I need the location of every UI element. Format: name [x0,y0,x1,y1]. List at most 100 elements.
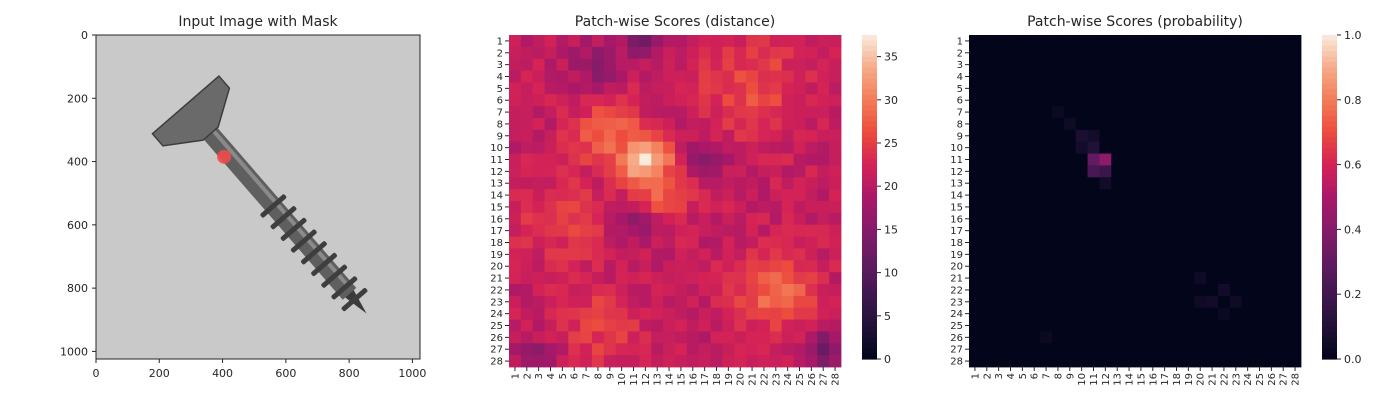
heatmap-cell [663,319,676,332]
colorbar-tick-label: 5 [884,310,891,323]
y-tick-label: 0 [81,29,88,42]
heatmap-cell [1063,165,1077,178]
heatmap-cell [1253,70,1266,83]
heatmap-cell [1218,284,1231,297]
input-image-panel: Input Image with Mask 0 200 400 600 800 10000… [60,14,426,380]
heatmap-cell [805,248,818,261]
heatmap-cell [651,201,664,214]
colorbar-segment [1322,234,1337,241]
y-tick-label: 10 [950,143,963,154]
heatmap-cell [1135,35,1148,48]
heatmap-cell [1253,106,1266,119]
heatmap-cell [1170,129,1183,143]
heatmap-cell [663,82,676,95]
heatmap-cell [603,319,617,332]
heatmap-cell [698,331,711,344]
heatmap-cell [1182,343,1195,356]
heatmap-cell [1253,224,1266,237]
heatmap-cell [698,201,711,214]
heatmap-cell [1063,70,1077,83]
heatmap-cell [1218,70,1231,83]
colorbar-segment [1322,305,1337,311]
y-tick-label: 27 [490,345,503,356]
heatmap-cell [1194,46,1207,60]
heatmap-cell [734,295,747,309]
heatmap-cell [1052,331,1065,344]
x-tick-label: 8 [1053,373,1064,379]
heatmap-cell [734,355,747,368]
heatmap-cell [603,248,617,261]
heatmap-cell [1206,212,1219,226]
x-tick-label: 200 [149,367,170,380]
heatmap-cell [1146,153,1160,166]
heatmap-cell [1158,58,1171,71]
heatmap-cell [627,295,640,309]
heatmap-cell [509,355,522,368]
heatmap-cell [793,153,806,166]
heatmap-cell [781,153,794,166]
heatmap-cell [1277,355,1290,368]
heatmap-cell [1063,248,1077,261]
heatmap-cell [1135,260,1148,273]
heatmap-cell [829,46,842,60]
heatmap-cell [1016,94,1029,107]
heatmap-cell [746,177,759,190]
heatmap-cell [980,35,994,48]
heatmap-cell [1253,201,1266,214]
heatmap-cell [1063,82,1077,95]
heatmap-cell [615,129,628,143]
colorbar-segment [1322,251,1337,257]
heatmap-cell [769,236,783,249]
heatmap-cell [710,212,723,226]
heatmap-cell [615,58,628,71]
heatmap-cell [1111,70,1124,83]
heatmap-cell [829,70,842,83]
heatmap-cell [1028,295,1041,309]
heatmap-cell [1123,331,1136,344]
heatmap-cell [1158,331,1171,344]
heatmap-cell [639,35,652,48]
heatmap-cell [627,94,640,107]
heatmap-cell [520,94,534,107]
y-tick-label: 7 [957,108,963,119]
heatmap-cell [1146,189,1160,202]
heatmap-cell [1194,355,1207,368]
heatmap-cell [1289,331,1302,344]
heatmap-cell [1123,70,1136,83]
heatmap-cell [1063,319,1077,332]
heatmap-cell [603,272,617,285]
heatmap-cell [603,118,617,131]
heatmap-cell [568,272,581,285]
heatmap-cell [592,58,605,71]
heatmap-cell [1182,106,1195,119]
heatmap-cell [1146,177,1160,190]
heatmap-cell [1040,129,1053,143]
heatmap-cell [980,236,994,249]
heatmap-cell [746,94,759,107]
y-tick-label: 14 [950,191,963,202]
heatmap-cell [1052,236,1065,249]
mask-marker [217,149,232,164]
heatmap-cell [675,82,688,95]
heatmap-cell [969,94,982,107]
heatmap-cell [663,165,676,178]
heatmap-cell [1016,355,1029,368]
heatmap-cell [1289,153,1302,166]
heatmap-cell [1111,272,1124,285]
heatmap-cell [698,35,711,48]
heatmap-cell [1289,118,1302,131]
x-tick-label: 12 [1101,373,1112,386]
heatmap-cell [1040,212,1053,226]
heatmap-cell [710,129,723,143]
heatmap-cell [793,177,806,190]
heatmap-cell [1099,58,1112,71]
heatmap-cell [1170,153,1183,166]
heatmap-cell [520,58,534,71]
heatmap-cell [651,82,664,95]
heatmap-cell [1075,236,1088,249]
heatmap-cell [592,248,605,261]
heatmap-cell [1241,272,1254,285]
heatmap-cell [1170,212,1183,226]
heatmap-cell [1182,284,1195,297]
